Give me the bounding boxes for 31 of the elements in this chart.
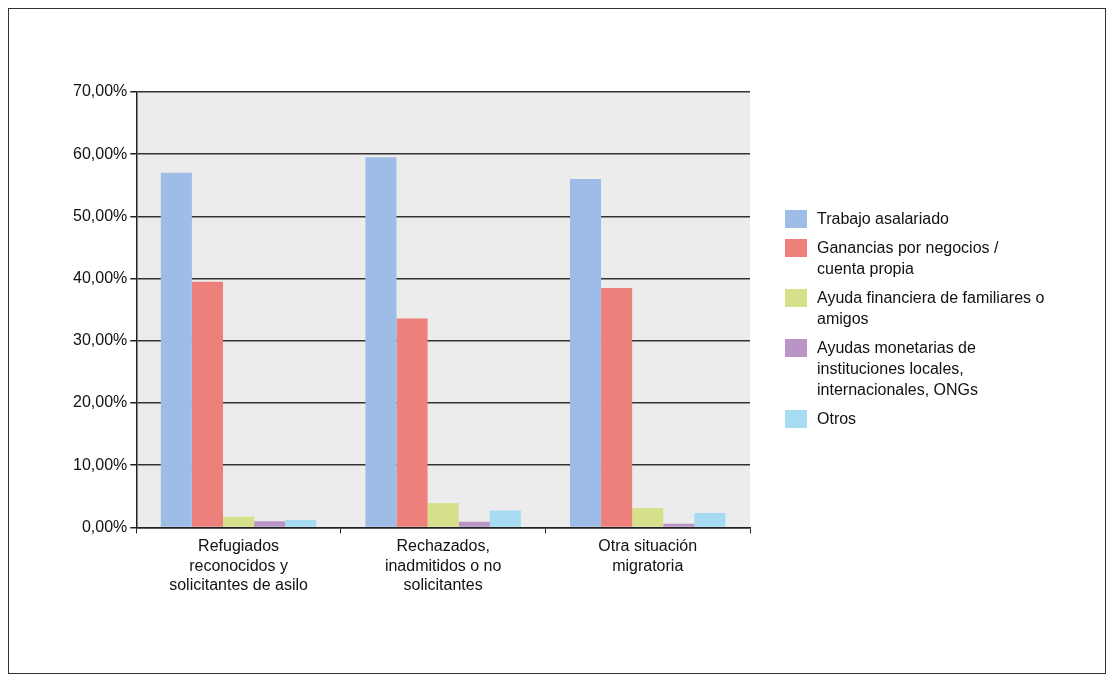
legend-label: Ganancias por negocios / cuenta propia xyxy=(817,238,1000,279)
x-tick-label: Refugiados reconocidos y solicitantes de asilo xyxy=(169,537,309,593)
legend-label: Ayuda financiera de familiares o amigos xyxy=(817,288,1045,329)
legend-label: Ayudas monetarias de instituciones locales, internacionales, ONGs xyxy=(817,338,979,400)
bar xyxy=(569,179,602,527)
bar xyxy=(489,510,521,527)
bar xyxy=(191,281,224,527)
x-tick-label: Rechazados, inadmitidos o no solicitantes xyxy=(384,537,502,593)
bar xyxy=(365,157,397,527)
y-tick-label: 70,00% xyxy=(73,82,128,100)
bar xyxy=(663,523,695,527)
legend-label: Trabajo asalariado xyxy=(817,209,949,229)
y-tick-label: 50,00% xyxy=(73,206,128,224)
y-tick-label: 10,00% xyxy=(73,455,128,473)
bar xyxy=(254,521,286,527)
y-tick-label: 20,00% xyxy=(73,393,128,411)
bar xyxy=(601,287,633,527)
x-tick-label: Otra situación migratoria xyxy=(598,537,698,574)
legend-label: Otros xyxy=(817,409,857,429)
bar xyxy=(632,508,664,527)
y-tick-label: 60,00% xyxy=(73,144,128,162)
y-tick-label: 0,00% xyxy=(81,517,128,535)
bar xyxy=(694,513,726,527)
bar xyxy=(160,172,192,527)
y-tick-label: 40,00% xyxy=(73,269,128,287)
bar xyxy=(396,318,428,527)
bar xyxy=(427,503,459,527)
bar xyxy=(458,521,490,527)
bar xyxy=(223,516,255,527)
bar xyxy=(285,519,317,527)
y-tick-label: 30,00% xyxy=(73,331,128,349)
